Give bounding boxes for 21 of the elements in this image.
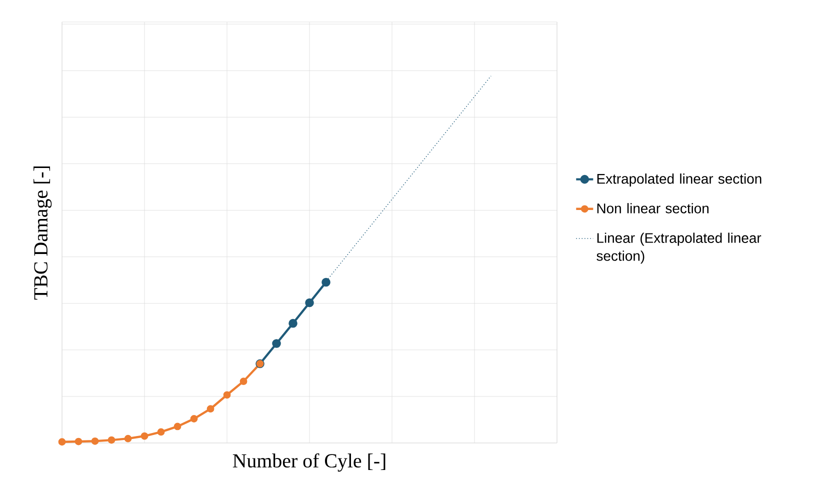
point <box>223 391 231 399</box>
y-axis-title: TBC Damage [-] <box>34 166 52 300</box>
point <box>190 415 198 422</box>
point <box>140 432 148 440</box>
point <box>206 405 214 413</box>
legend-label: Extrapolated linear section <box>597 174 762 187</box>
legend-label: Non linear section <box>597 203 709 214</box>
point <box>108 436 116 444</box>
legend-label: Linear (Extrapolated linear section) <box>596 232 762 264</box>
point <box>157 428 165 436</box>
point <box>174 422 182 430</box>
point <box>74 438 82 446</box>
point <box>240 378 248 386</box>
point <box>288 318 298 328</box>
point <box>322 278 330 287</box>
point <box>91 437 99 445</box>
x-axis-title: Number of Cyle [-] <box>232 453 386 472</box>
point <box>124 434 132 442</box>
point <box>58 438 66 446</box>
point <box>272 339 281 348</box>
point <box>305 298 314 308</box>
